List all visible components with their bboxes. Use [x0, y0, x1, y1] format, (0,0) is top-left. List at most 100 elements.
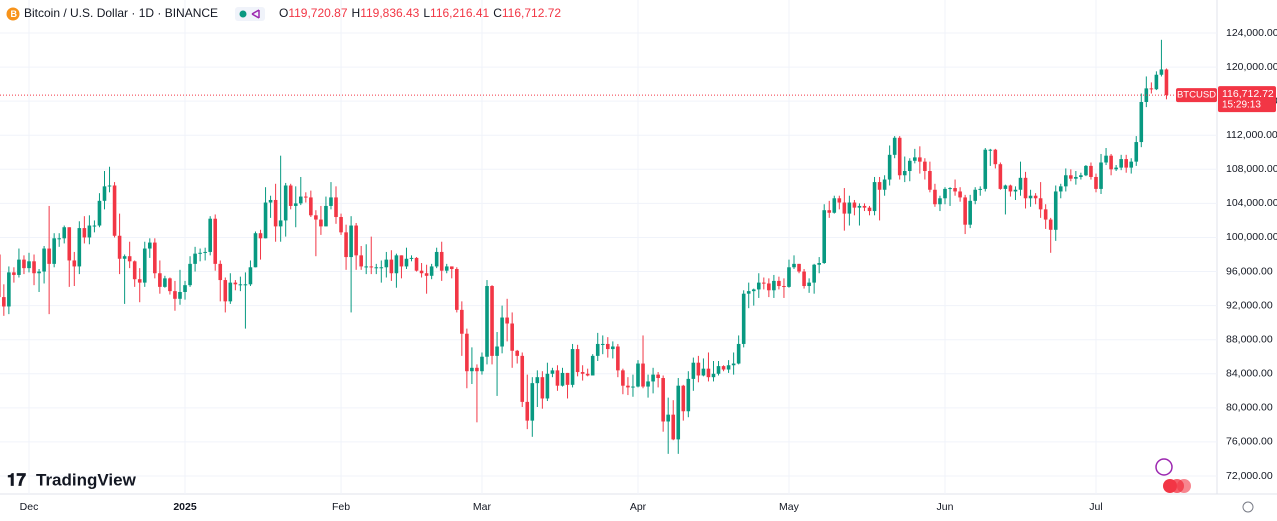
candle-body [933, 189, 937, 205]
candle-body [812, 264, 816, 283]
candle-body [530, 383, 535, 421]
share-icon [251, 9, 260, 19]
candle-body [862, 205, 867, 208]
candle-body [495, 346, 499, 356]
symbol-tag: BTCUSD [1177, 90, 1216, 101]
candle-body [515, 350, 519, 356]
candle-body [882, 179, 887, 190]
candle-body [1084, 165, 1088, 176]
candle-body [646, 381, 650, 387]
candle-body [213, 218, 218, 264]
candle-body [1149, 88, 1154, 90]
candle-body [82, 228, 87, 238]
candle-body [988, 149, 993, 151]
x-tick-label: May [779, 501, 800, 513]
candle-body [439, 251, 444, 271]
candle-body [721, 366, 726, 370]
candle-body [666, 414, 670, 422]
candle-body [304, 196, 308, 198]
price-tag: 116,712.72 [1222, 88, 1274, 100]
candle-body [490, 286, 494, 356]
y-tick-label: 76,000.00 [1226, 436, 1273, 448]
candle-body [1129, 161, 1134, 168]
candle-body [1013, 189, 1018, 192]
candle-body [434, 251, 439, 267]
candle-body [319, 219, 323, 227]
candle-body [153, 242, 157, 274]
candle-body [0, 254, 1, 298]
candle-body [419, 270, 424, 274]
candle-body [334, 197, 338, 218]
candle-body [902, 171, 907, 176]
y-tick-label: 104,000.00 [1226, 197, 1277, 209]
ohlc-key: H [352, 6, 361, 20]
candle-body [918, 157, 922, 162]
candle-body [2, 297, 6, 307]
candle-body [102, 186, 107, 201]
candle-body [1159, 69, 1164, 75]
candle-body [1114, 167, 1118, 170]
candle-body [500, 317, 504, 347]
candle-body [953, 188, 957, 192]
candle-body [193, 253, 197, 264]
ohlc-value: 119,720.87 [288, 6, 347, 20]
candle-body [731, 363, 736, 366]
candle-body [339, 217, 343, 233]
y-tick-label: 100,000.00 [1226, 231, 1277, 243]
candle-body [520, 355, 525, 402]
candle-body [928, 171, 932, 190]
candle-body [57, 238, 61, 240]
ohlc-value: 119,836.43 [360, 6, 419, 20]
candle-body [1053, 191, 1058, 230]
candle-body [787, 267, 791, 287]
event-icon[interactable] [1177, 479, 1191, 493]
candle-body [142, 248, 147, 283]
candle-body [580, 372, 585, 374]
alert-icon[interactable] [1155, 458, 1173, 476]
candle-body [283, 185, 288, 221]
candle-body [132, 261, 137, 280]
candle-body [122, 256, 127, 259]
candle-body [696, 362, 701, 376]
settings-icon[interactable] [1242, 501, 1254, 513]
candle-body [892, 137, 897, 155]
candle-body [117, 235, 122, 259]
countdown: 15:29:13 [1222, 100, 1261, 111]
x-tick-label: Apr [630, 501, 647, 513]
candle-body [600, 343, 605, 345]
candle-body [540, 377, 545, 399]
candle-body [1074, 176, 1078, 179]
candle-body [676, 385, 681, 440]
y-tick-label: 92,000.00 [1226, 299, 1273, 311]
candle-body [475, 367, 479, 372]
candle-body [42, 248, 46, 272]
candle-body [1003, 185, 1008, 189]
candle-body [1063, 175, 1068, 187]
candle-body [27, 261, 31, 269]
candle-body [344, 232, 348, 258]
candle-body [711, 373, 716, 378]
x-tick-label: Feb [332, 501, 350, 513]
candle-body [611, 346, 615, 350]
candle-body [137, 279, 142, 283]
candle-body [993, 149, 998, 165]
ohlc-key: L [423, 6, 430, 20]
candle-body [1069, 175, 1073, 179]
candle-body [505, 317, 509, 324]
candle-body [188, 263, 192, 286]
candle-body [268, 199, 273, 203]
candle-body [616, 346, 620, 371]
candle-body [112, 185, 117, 236]
x-tick-label: Mar [473, 501, 492, 513]
candle-body [238, 284, 243, 286]
candle-body [7, 272, 11, 307]
candle-body [52, 238, 56, 264]
candle-body [480, 356, 484, 372]
candle-body [203, 251, 207, 253]
candle-body [686, 378, 691, 412]
candle-body [233, 282, 238, 285]
candle-body [273, 199, 278, 227]
candle-body [842, 202, 847, 214]
candle-body [822, 210, 827, 264]
